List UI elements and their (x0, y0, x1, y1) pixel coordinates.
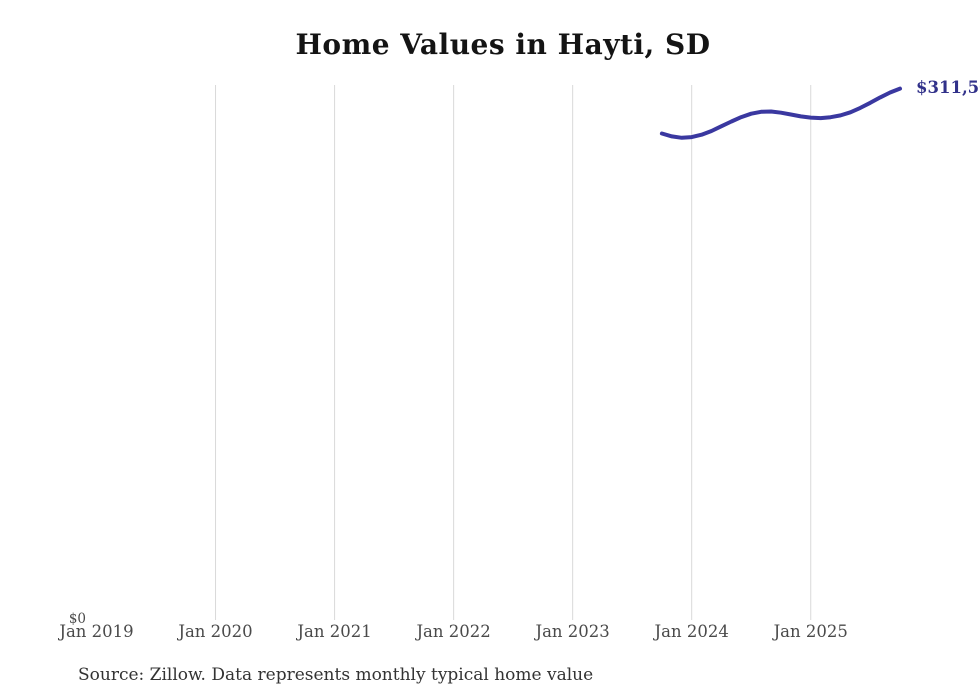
latest-value-label: $311,500 (916, 77, 980, 97)
chart-title: Home Values in Hayti, SD (295, 28, 711, 61)
home-value-line (659, 86, 902, 140)
x-axis-label-2022-01: Jan 2022 (416, 622, 491, 641)
x-axis-label-2019-01: Jan 2019 (59, 622, 134, 641)
x-axis-label-2023-01: Jan 2023 (535, 622, 610, 641)
x-axis-label-2024-01: Jan 2024 (654, 622, 729, 641)
x-axis-label-2021-01: Jan 2021 (297, 622, 372, 641)
x-axis-label-2020-01: Jan 2020 (178, 622, 253, 641)
source-note: Source: Zillow. Data represents monthly … (78, 665, 594, 685)
x-axis-label-2025-01: Jan 2025 (773, 622, 848, 641)
y-axis-zero-label: $0 (68, 611, 86, 627)
